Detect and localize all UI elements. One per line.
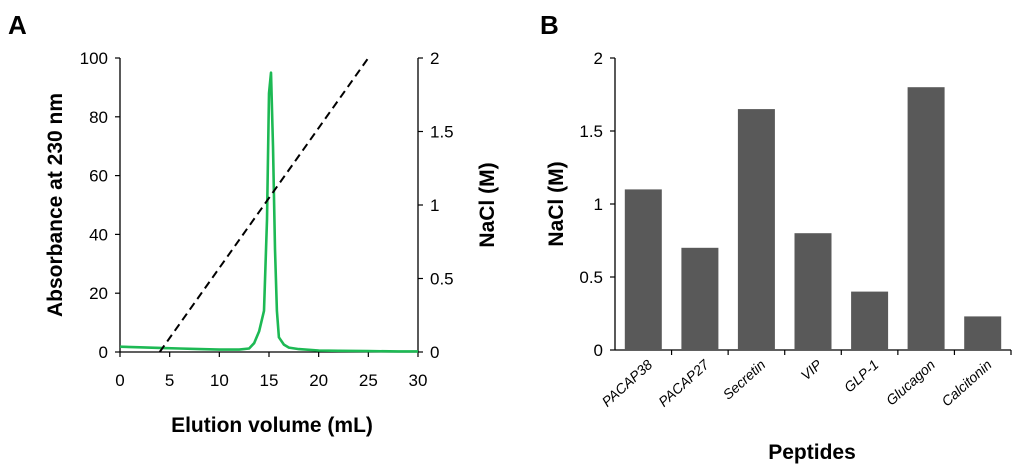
panel-a-y-axis-title: Absorbance at 230 nm (44, 93, 67, 317)
panel-b-category-labels: PACAP38 PACAP27 Secretin VIP GLP-1 Glucagon Ca… (599, 356, 995, 410)
panel-a-y2-tick-label: 0 (430, 343, 439, 362)
panel-a-label: A (8, 10, 27, 40)
bar-pacap38 (624, 189, 662, 350)
panel-b-category-label: GLP-1 (841, 356, 882, 395)
panel-b-y-tick-label: 0 (594, 341, 603, 360)
panel-a-x-axis-title: Elution volume (mL) (171, 414, 373, 437)
panel-b-label: B (540, 10, 559, 40)
panel-a-x-tick-label: 20 (309, 371, 328, 390)
panel-b-y-tick-label: 0.5 (579, 268, 603, 287)
panel-a-x-ticks: 0 5 10 15 20 25 30 (115, 352, 427, 390)
panel-b-category-label: Secretin (720, 356, 769, 402)
bar-glucagon (907, 87, 945, 350)
panel-a-y-tick-label: 20 (89, 284, 108, 303)
panel-a-y-tick-label: 60 (89, 167, 108, 186)
panel-a-y2-tick-label: 1.5 (430, 123, 454, 142)
panel-a-left-y-ticks: 0 20 40 60 80 100 (80, 49, 120, 362)
bar-glp-1 (851, 291, 889, 350)
panel-a-y-tick-label: 0 (99, 343, 108, 362)
panel-a-y2-tick-label: 2 (430, 49, 439, 68)
panel-b-y-tick-label: 2 (594, 49, 603, 68)
panel-b-category-label: Glucagon (883, 356, 938, 408)
panel-a-y2-tick-label: 0.5 (430, 270, 454, 289)
panel-a-x-tick-label: 0 (115, 371, 124, 390)
panel-a-y-tick-label: 40 (89, 225, 108, 244)
panel-b-y-axis-title: NaCl (M) (545, 161, 568, 246)
panel-a-y-tick-label: 100 (80, 49, 108, 68)
panel-b-y-ticks: 0 0.5 1 1.5 2 (579, 49, 615, 360)
panel-b-category-label: Calcitonin (938, 356, 995, 409)
bar-vip (794, 233, 832, 350)
panel-a-right-y-ticks: 0 0.5 1 1.5 2 (418, 49, 454, 362)
panel-b-x-axis-title: Peptides (768, 441, 856, 464)
bar-calcitonin (964, 316, 1002, 350)
panel-b-bars (624, 87, 1012, 355)
panel-a-x-tick-label: 25 (359, 371, 378, 390)
panel-a-y2-axis-title: NaCl (M) (476, 162, 499, 247)
panel-a-chart: A 0 5 10 15 20 25 30 0 20 40 60 80 100 0 0.5 1 1.5 2 El… (8, 10, 499, 437)
panel-b-y-tick-label: 1.5 (579, 122, 603, 141)
panel-a-y2-tick-label: 1 (430, 196, 439, 215)
panel-a-y-tick-label: 80 (89, 108, 108, 127)
panel-a-x-tick-label: 30 (409, 371, 428, 390)
absorbance-trace-line (119, 71, 418, 353)
panel-b-chart: B 0 0.5 1 1.5 2 PACAP38 PACAP27 Secretin VIP GLP… (540, 10, 1012, 464)
panel-b-category-label: PACAP27 (655, 356, 713, 410)
bar-secretin (737, 109, 775, 350)
panel-b-y-tick-label: 1 (594, 195, 603, 214)
panel-b-category-label: PACAP38 (599, 356, 656, 410)
panel-a-x-tick-label: 15 (260, 371, 279, 390)
panel-a-x-tick-label: 5 (165, 371, 174, 390)
panel-a-series (119, 57, 418, 353)
bar-pacap27 (681, 247, 719, 350)
nacl-gradient-line (158, 57, 370, 353)
panel-b-category-label: VIP (798, 356, 826, 383)
panel-a-x-tick-label: 10 (210, 371, 229, 390)
